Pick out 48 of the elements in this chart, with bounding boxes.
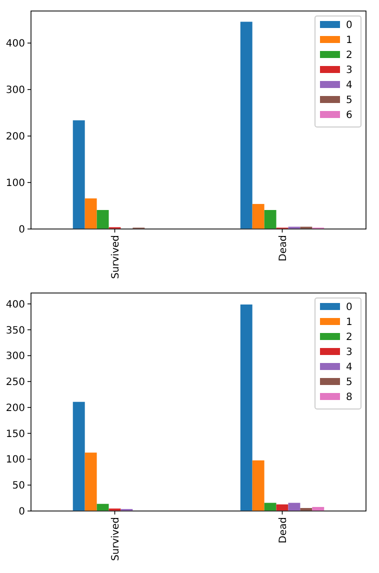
- legend-label: 4: [346, 80, 352, 91]
- y-tick-label: 200: [6, 132, 25, 143]
- y-tick-label: 350: [6, 325, 25, 336]
- bar: [288, 502, 300, 511]
- legend-label: 0: [346, 302, 352, 313]
- y-tick-label: 0: [18, 506, 25, 518]
- legend-label: 5: [346, 95, 352, 106]
- y-tick-label: 300: [6, 85, 25, 96]
- x-tick-label: Dead: [278, 235, 289, 262]
- y-tick-label: 400: [6, 299, 25, 310]
- bar: [96, 210, 109, 229]
- y-tick-label: 250: [6, 377, 25, 388]
- bar: [264, 502, 276, 511]
- legend-label: 8: [346, 392, 352, 403]
- y-tick-label: 200: [6, 402, 25, 414]
- legend-label: 6: [346, 110, 352, 121]
- bar: [312, 506, 324, 511]
- y-tick-label: 400: [6, 38, 25, 50]
- bar: [72, 120, 85, 229]
- y-tick-label: 150: [6, 428, 25, 440]
- bar: [84, 198, 97, 229]
- legend-label: 0: [346, 20, 352, 31]
- legend-label: 3: [346, 65, 352, 76]
- x-tick-label: Survived: [110, 235, 122, 279]
- bar: [72, 402, 85, 511]
- bar: [96, 504, 109, 511]
- bar: [264, 210, 276, 229]
- y-tick-label: 50: [12, 480, 25, 492]
- bar: [300, 508, 312, 511]
- legend-label: 2: [346, 50, 352, 61]
- bar: [240, 22, 252, 229]
- bar: [276, 504, 288, 511]
- x-tick-label: Dead: [278, 517, 289, 544]
- legend-label: 2: [346, 332, 352, 343]
- x-tick-label: Survived: [110, 517, 122, 561]
- legend-label: 4: [346, 362, 352, 373]
- y-tick-label: 300: [6, 351, 25, 362]
- legend-label: 1: [346, 317, 352, 328]
- bar: [252, 460, 264, 511]
- y-tick-label: 100: [6, 178, 25, 190]
- legend-label: 3: [346, 347, 352, 358]
- bar: [84, 452, 97, 511]
- legend-label: 1: [346, 35, 352, 46]
- y-tick-label: 0: [18, 224, 25, 236]
- y-tick-label: 100: [6, 454, 25, 466]
- legend-label: 5: [346, 377, 352, 388]
- bar: [252, 204, 264, 229]
- bar: [240, 304, 252, 511]
